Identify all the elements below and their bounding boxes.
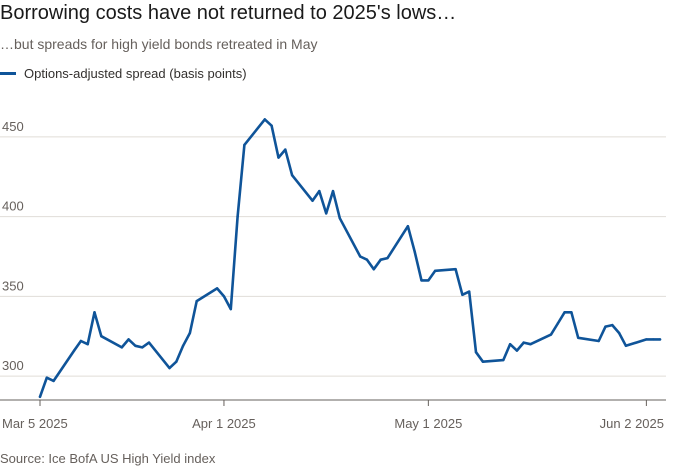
data-point xyxy=(72,349,76,352)
data-point xyxy=(222,295,226,298)
x-tick-label: Mar 5 2025 xyxy=(2,416,68,431)
data-point xyxy=(100,335,103,338)
data-point xyxy=(325,212,328,215)
data-point xyxy=(120,346,124,349)
chart-title: Borrowing costs have not returned to 202… xyxy=(0,2,457,24)
legend: Options-adjusted spread (basis points) xyxy=(0,66,247,81)
data-point xyxy=(577,336,580,339)
data-point xyxy=(331,189,335,193)
data-point xyxy=(617,331,621,335)
data-point xyxy=(45,376,48,379)
data-point xyxy=(379,258,382,261)
data-point xyxy=(181,344,185,347)
data-point xyxy=(468,290,471,293)
data-point xyxy=(597,339,600,343)
data-point xyxy=(311,199,314,202)
data-point xyxy=(529,343,532,346)
data-point xyxy=(175,360,178,363)
y-tick-label-350: 350 xyxy=(2,278,24,293)
series-line-spread xyxy=(38,118,662,399)
data-point xyxy=(413,250,416,253)
x-tick-label: May 1 2025 xyxy=(394,416,462,431)
data-point xyxy=(624,344,628,347)
data-point xyxy=(372,268,375,271)
data-point xyxy=(556,322,559,325)
data-point xyxy=(611,323,614,327)
chart-subtitle: …but spreads for high yield bonds retrea… xyxy=(0,36,318,52)
y-axis-ticks: 300 350 400 450 xyxy=(2,119,24,373)
data-point xyxy=(147,341,151,344)
data-point xyxy=(502,358,505,362)
data-point xyxy=(434,269,437,272)
data-point xyxy=(141,346,144,349)
data-point xyxy=(52,379,55,383)
data-point xyxy=(386,256,389,260)
data-point xyxy=(658,338,662,341)
x-tick-label: Jun 2 2025 xyxy=(600,416,664,431)
data-point xyxy=(277,156,280,159)
data-point xyxy=(645,338,648,341)
data-point xyxy=(563,311,566,314)
grid xyxy=(0,136,666,377)
data-point xyxy=(93,311,96,314)
y-tick-label-300: 300 xyxy=(2,358,24,373)
data-point xyxy=(481,360,485,363)
data-point xyxy=(652,338,655,341)
data-point xyxy=(290,174,294,177)
y-tick-label-450: 450 xyxy=(2,119,24,134)
data-point xyxy=(263,118,266,121)
legend-label: Options-adjusted spread (basis points) xyxy=(24,66,247,81)
data-point xyxy=(195,299,198,303)
data-point xyxy=(454,268,457,271)
data-point xyxy=(406,225,410,228)
data-point xyxy=(79,339,83,343)
data-point xyxy=(229,307,232,311)
data-point xyxy=(338,217,341,220)
data-point xyxy=(365,258,369,261)
data-point xyxy=(127,338,130,341)
data-point xyxy=(570,311,573,314)
data-point xyxy=(508,343,512,346)
data-point xyxy=(474,351,478,354)
legend-swatch xyxy=(0,72,16,75)
data-point xyxy=(549,333,553,336)
data-point xyxy=(461,293,464,296)
data-point xyxy=(359,255,362,258)
x-axis: Mar 5 2025 Apr 1 2025 May 1 2025 Jun 2 2025 xyxy=(0,399,666,431)
x-tick-label: Apr 1 2025 xyxy=(192,416,256,431)
data-point xyxy=(318,189,321,193)
data-point xyxy=(284,148,287,151)
data-point xyxy=(604,325,607,328)
data-point xyxy=(168,366,171,370)
y-tick-label-400: 400 xyxy=(2,199,24,214)
data-point xyxy=(515,349,519,352)
data-point xyxy=(134,344,137,347)
source-note: Source: Ice BofA US High Yield index xyxy=(0,451,216,466)
series-layer xyxy=(38,118,662,399)
data-point xyxy=(522,341,525,344)
data-point xyxy=(270,124,273,127)
data-point xyxy=(236,215,239,218)
data-point xyxy=(215,287,219,290)
data-point xyxy=(86,343,89,346)
data-point xyxy=(427,279,430,282)
data-point xyxy=(38,395,42,398)
data-point xyxy=(188,331,192,335)
data-point xyxy=(243,143,246,147)
data-point xyxy=(420,279,423,282)
